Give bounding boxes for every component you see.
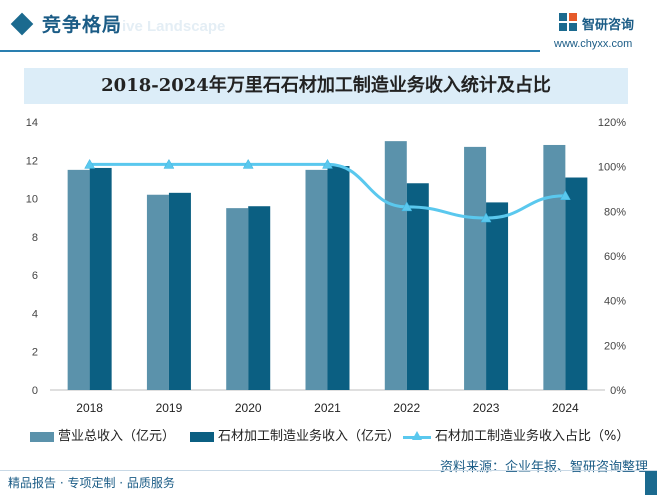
x-tick-label: 2023	[473, 401, 500, 415]
section-title: 竞争格局	[42, 14, 123, 36]
legend: 营业总收入（亿元） 石材加工制造业务收入（亿元） 石材加工制造业务收入占比（%）	[30, 427, 650, 447]
brand-logo-icon	[559, 13, 577, 31]
bar-series1	[384, 141, 407, 390]
legend-swatch-series2	[190, 431, 214, 442]
x-tick-label: 2022	[393, 401, 420, 415]
triangle-marker	[322, 158, 333, 169]
y-right-tick-label: 20%	[604, 340, 626, 352]
bar-series2	[565, 177, 588, 390]
y-left-tick-label: 4	[32, 308, 38, 320]
bar-series1	[146, 194, 169, 390]
triangle-marker	[242, 158, 254, 169]
diamond-icon	[10, 12, 34, 36]
triangle-marker	[559, 190, 571, 200]
y-right-tick-label: 0%	[610, 385, 626, 397]
brand-url: www.chyxx.com	[554, 38, 633, 50]
bar-series1	[226, 208, 249, 390]
legend-swatch-series1	[30, 431, 54, 442]
bar-series1	[464, 146, 487, 390]
legend-item-series3: 石材加工制造业务收入占比（%）	[403, 427, 629, 447]
brand-name: 智研咨询	[582, 18, 635, 33]
x-tick-label: 2019	[156, 401, 183, 415]
legend-item-series2: 石材加工制造业务收入（亿元）	[190, 427, 400, 447]
bar-series2	[248, 206, 271, 390]
x-tick-label: 2024	[552, 401, 579, 415]
footer-text: 精品报告 · 专项定制 · 品质服务	[8, 476, 175, 490]
chart-title: 2018-2024年万里石石材加工制造业务收入统计及占比	[101, 75, 551, 96]
legend-label-series3: 石材加工制造业务收入占比（%）	[435, 429, 630, 444]
y-left-tick-label: 10	[26, 194, 38, 206]
triangle-marker	[84, 158, 96, 169]
legend-triangle-icon	[403, 430, 431, 443]
x-tick-label: 2020	[235, 401, 262, 415]
bar-series2	[406, 183, 429, 390]
footer-accent	[645, 471, 657, 495]
bar-series1	[543, 144, 566, 390]
y-axis-right: 0% 20% 40% 60% 80% 100% 120%	[598, 117, 626, 397]
triangle-marker	[163, 158, 175, 169]
x-tick-label: 2018	[76, 401, 103, 415]
bar-series1	[67, 169, 90, 390]
bars	[67, 141, 588, 390]
y-left-tick-label: 12	[26, 155, 38, 167]
bar-series2	[89, 167, 112, 390]
y-right-tick-label: 60%	[604, 251, 626, 263]
bar-series2	[327, 166, 350, 390]
y-axis-left: 0 2 4 6 8 10 12 14	[26, 117, 38, 397]
y-right-tick-label: 100%	[598, 162, 626, 174]
bar-series2	[486, 202, 509, 390]
footer: 精品报告 · 专项定制 · 品质服务	[0, 470, 657, 495]
y-right-tick-label: 120%	[598, 117, 626, 129]
y-right-tick-label: 80%	[604, 206, 626, 218]
header-divider	[0, 50, 540, 52]
section-subtitle: ive Landscape	[122, 18, 226, 35]
y-left-tick-label: 0	[32, 385, 38, 397]
y-left-tick-label: 2	[32, 347, 38, 359]
triangle-marker	[401, 201, 413, 212]
page-header: 竞争格局 ive Landscape 智研咨询 www.chyxx.com	[0, 0, 657, 60]
legend-item-series1: 营业总收入（亿元）	[30, 427, 175, 447]
x-tick-label: 2021	[314, 401, 341, 415]
bar-series1	[305, 169, 328, 390]
x-axis: 2018 2019 2020 2021 2022 2023 2024	[76, 401, 579, 415]
y-left-tick-label: 14	[26, 117, 38, 129]
legend-label-series1: 营业总收入（亿元）	[58, 429, 176, 444]
bar-series2	[168, 192, 191, 390]
legend-label-series2: 石材加工制造业务收入（亿元）	[218, 429, 401, 444]
line-series	[84, 158, 571, 223]
chart-title-box: 2018-2024年万里石石材加工制造业务收入统计及占比	[24, 68, 628, 104]
y-right-tick-label: 40%	[604, 296, 626, 308]
y-left-tick-label: 6	[32, 270, 38, 282]
y-left-tick-label: 8	[32, 232, 38, 244]
source-note: 资料来源：企业年报、智研咨询整理	[440, 460, 649, 475]
triangle-marker	[480, 212, 492, 223]
